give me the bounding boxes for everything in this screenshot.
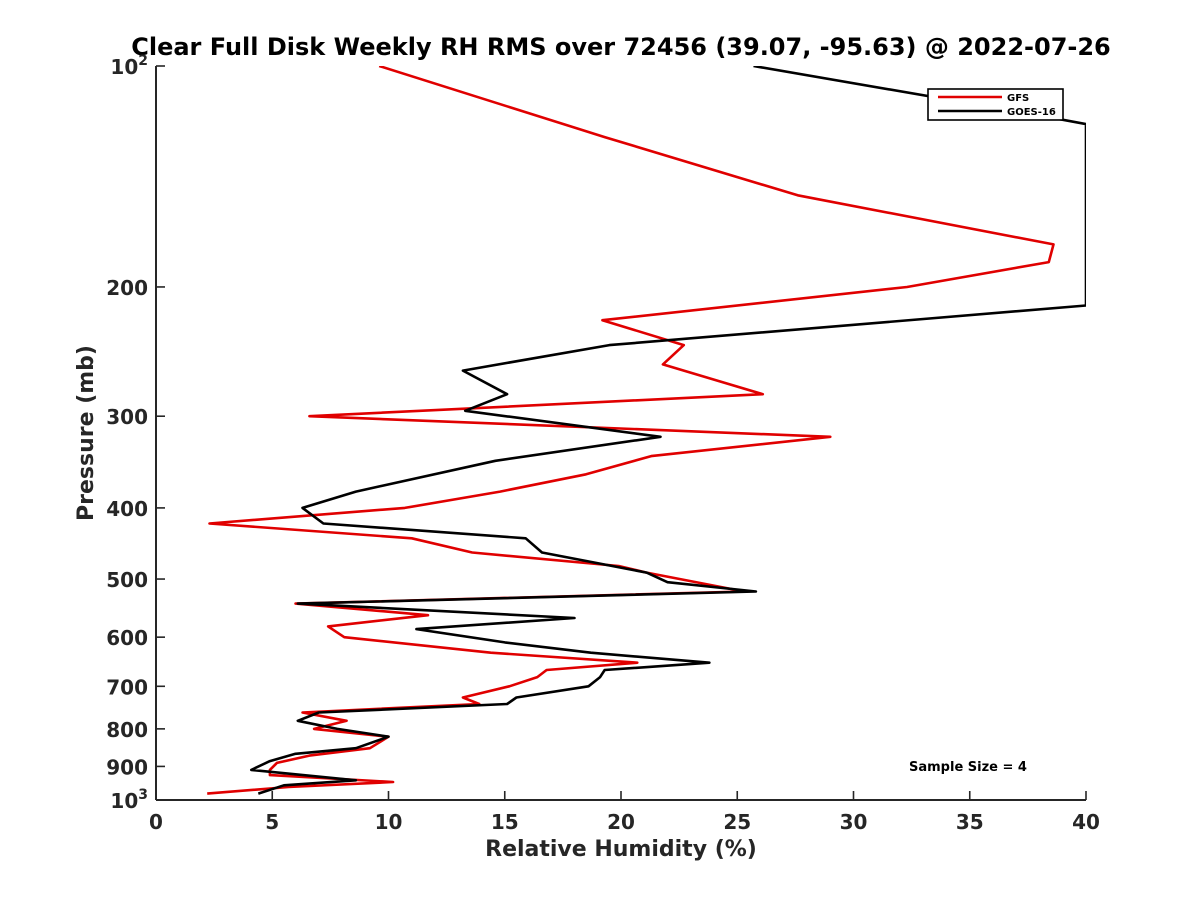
x-tick-label: 30: [840, 810, 868, 834]
x-axis-ticks: 0 5 10 15 20 25 30 35 40: [149, 791, 1100, 834]
x-tick-label: 10: [375, 810, 403, 834]
y-tick-label: 500: [106, 568, 148, 592]
x-tick-label: 20: [607, 810, 635, 834]
legend: GFS GOES-16: [927, 88, 1064, 121]
x-tick-label: 0: [149, 810, 163, 834]
x-tick-label: 40: [1072, 810, 1100, 834]
legend-label-goes-16: GOES-16: [1007, 107, 1056, 118]
legend-label-gfs: GFS: [1007, 93, 1029, 104]
y-tick-label: 400: [106, 497, 148, 521]
series-layer: [207, 66, 1086, 795]
x-tick-label: 15: [491, 810, 519, 834]
y-axis-label: Pressure (mb): [74, 345, 99, 521]
series-line-gfs: [207, 66, 1055, 795]
x-tick-label: 35: [956, 810, 984, 834]
legend-box: [927, 88, 1064, 121]
series-line-goes-16: [250, 66, 1086, 795]
y-tick-label: 300: [106, 405, 148, 429]
y-tick-label: 900: [106, 755, 148, 779]
y-tick-label: 600: [106, 626, 148, 650]
x-tick-label: 5: [265, 810, 279, 834]
y-tick-label: 200: [106, 276, 148, 300]
sample-size-annotation: Sample Size = 4: [909, 760, 1027, 775]
y-tick-label: 800: [106, 718, 148, 742]
y-tick-label: 700: [106, 675, 148, 699]
chart-title: Clear Full Disk Weekly RH RMS over 72456…: [131, 33, 1111, 61]
y-tick-label: 103: [110, 787, 148, 813]
x-tick-label: 25: [723, 810, 751, 834]
y-axis-ticks: 102 200 300 400 500 600 700 800 900 103: [106, 53, 165, 813]
x-axis-label: Relative Humidity (%): [485, 837, 757, 862]
y-tick-label: 102: [110, 53, 148, 79]
axes-layer: [155, 66, 1086, 801]
plot-area: [155, 66, 1086, 801]
